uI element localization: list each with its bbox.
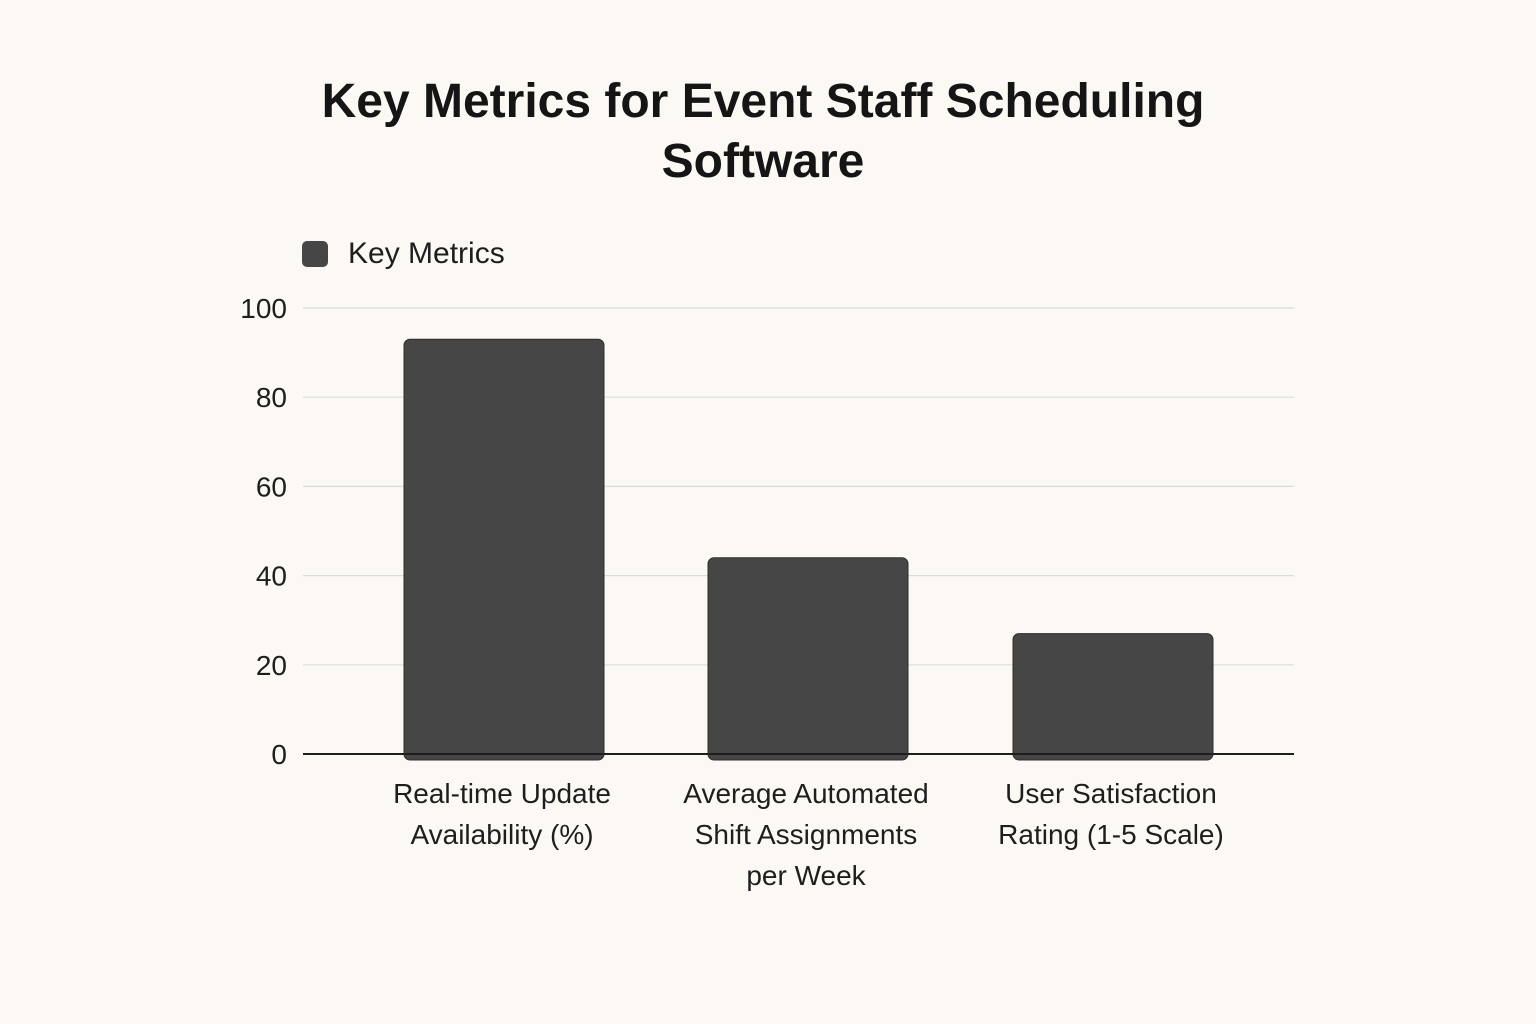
x-category-label-line: Rating (1-5 Scale) <box>998 819 1224 850</box>
legend-swatch <box>302 241 328 267</box>
x-category-label-line: User Satisfaction <box>1005 778 1217 809</box>
y-tick-label-20: 20 <box>256 650 287 681</box>
legend: Key Metrics <box>302 236 505 272</box>
chart-title: Key Metrics for Event Staff Scheduling S… <box>0 72 1526 192</box>
y-tick-label-0: 0 <box>271 739 287 770</box>
y-tick-label-80: 80 <box>256 382 287 413</box>
x-category-label-1: Real-time Update Availability (%) <box>393 778 611 850</box>
bar-1 <box>403 338 605 761</box>
bar-3 <box>1012 633 1214 761</box>
x-category-label-line: Shift Assignments <box>695 819 918 850</box>
y-tick-label-100: 100 <box>240 293 287 324</box>
x-category-label-line: Availability (%) <box>410 819 593 850</box>
y-tick-label-60: 60 <box>256 471 287 502</box>
chart-title-line-2: Software <box>661 135 865 188</box>
chart-title-line-1: Key Metrics for Event Staff Scheduling <box>321 75 1205 128</box>
x-category-label-line: Average Automated <box>683 778 928 809</box>
x-category-label-3: User Satisfaction Rating (1-5 Scale) <box>998 778 1224 850</box>
x-category-label-line: per Week <box>746 860 866 891</box>
legend-label: Key Metrics <box>348 237 505 270</box>
x-category-label-line: Real-time Update <box>393 778 611 809</box>
x-category-label-2: Average Automated Shift Assignments per We… <box>683 778 928 891</box>
bar-2 <box>707 557 909 761</box>
y-tick-label-40: 40 <box>256 561 287 592</box>
